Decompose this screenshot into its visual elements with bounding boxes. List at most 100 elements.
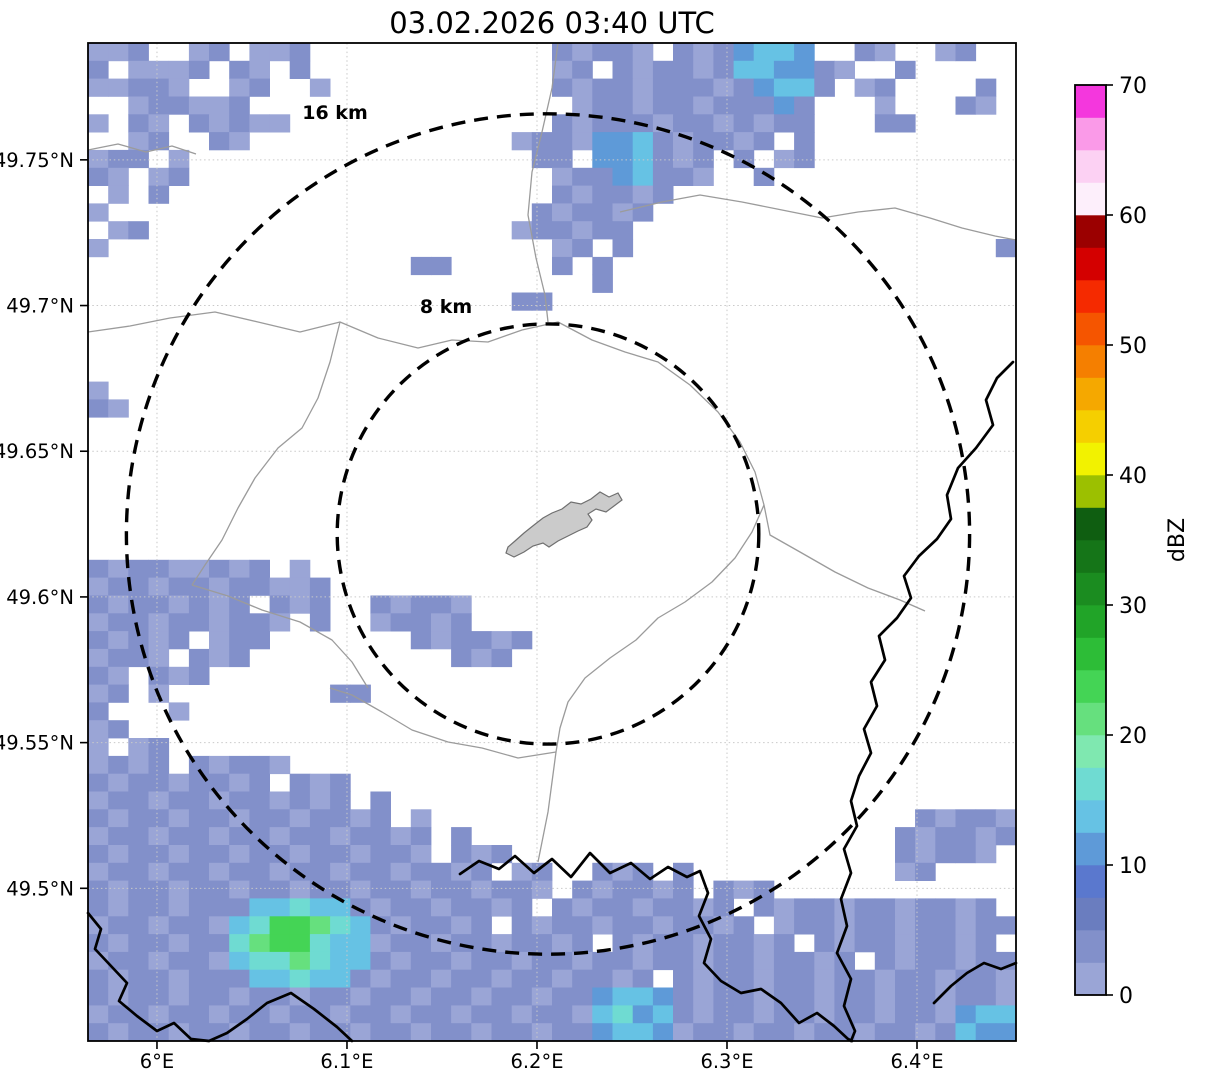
colorbar-band xyxy=(1075,670,1106,703)
radar-cell xyxy=(895,114,916,133)
radar-cell xyxy=(814,78,835,97)
radar-cell xyxy=(612,987,634,1006)
radar-cell xyxy=(269,577,291,596)
radar-cell xyxy=(188,791,210,810)
radar-cell xyxy=(188,666,210,685)
admin-boundary xyxy=(537,504,765,863)
radar-cell xyxy=(289,1023,311,1042)
radar-cell xyxy=(410,595,432,614)
radar-cell xyxy=(491,987,513,1006)
radar-cell xyxy=(128,791,149,810)
radar-cell xyxy=(209,613,230,632)
radar-cell xyxy=(370,613,391,632)
radar-cell xyxy=(814,969,835,988)
radar-cell xyxy=(108,149,129,169)
radar-cell xyxy=(431,631,452,650)
admin-boundary xyxy=(87,311,926,612)
radar-cell xyxy=(168,631,190,650)
radar-cell xyxy=(209,916,230,935)
radar-cell xyxy=(88,969,109,988)
radar-cell xyxy=(249,78,270,97)
radar-cell xyxy=(269,1005,291,1024)
radar-cell xyxy=(289,969,311,988)
radar-cell xyxy=(128,1023,149,1042)
radar-cell xyxy=(753,43,775,62)
radar-cell xyxy=(511,1023,533,1042)
radar-cell xyxy=(612,203,634,222)
radar-cell xyxy=(652,96,674,115)
radar-cell xyxy=(572,880,593,899)
radar-cell xyxy=(552,43,573,62)
radar-cell xyxy=(249,791,270,810)
radar-cell xyxy=(128,880,149,899)
radar-cell xyxy=(249,613,270,632)
radar-cell xyxy=(955,969,977,988)
radar-cell xyxy=(128,755,149,775)
radar-cell xyxy=(108,987,129,1006)
radar-cell xyxy=(390,951,412,971)
radar-cell xyxy=(733,60,755,79)
radar-cell xyxy=(229,987,250,1006)
radar-cell xyxy=(713,96,734,115)
radar-cell xyxy=(410,916,432,935)
radar-cell xyxy=(269,845,291,864)
radar-cell xyxy=(895,898,916,917)
radar-cell xyxy=(229,755,250,775)
radar-cell xyxy=(915,987,936,1006)
radar-cell xyxy=(209,809,230,828)
radar-cell xyxy=(108,167,129,186)
radar-cell xyxy=(935,1023,956,1042)
radar-cell xyxy=(874,969,896,988)
radar-cell xyxy=(269,916,291,935)
radar-cell xyxy=(330,773,351,792)
radar-cell xyxy=(188,898,210,917)
radar-cell xyxy=(108,755,129,775)
radar-cell xyxy=(552,114,573,133)
radar-cell xyxy=(128,221,149,240)
radar-cell xyxy=(128,43,149,62)
radar-cell xyxy=(269,862,291,881)
radar-cell xyxy=(572,167,593,186)
radar-cell xyxy=(249,845,270,864)
x-tick-label: 6.1°E xyxy=(320,1050,373,1073)
radar-cell xyxy=(229,934,250,953)
radar-cell xyxy=(572,221,593,240)
radar-cell xyxy=(471,845,492,864)
radar-cell xyxy=(794,132,815,151)
radar-cell xyxy=(168,898,190,917)
radar-cell xyxy=(269,898,291,917)
radar-cell xyxy=(895,969,916,988)
radar-cell xyxy=(632,132,654,151)
radar-cell xyxy=(148,595,170,614)
radar-cell xyxy=(471,898,492,917)
radar-cell xyxy=(451,1005,472,1024)
x-tick-label: 6.3°E xyxy=(700,1050,753,1073)
radar-cell xyxy=(511,132,533,151)
country-border xyxy=(932,961,1018,1005)
radar-cell xyxy=(229,577,250,596)
colorbar-axis-label: dBZ xyxy=(1165,518,1190,562)
radar-cell xyxy=(572,132,593,151)
radar-cell xyxy=(592,1023,613,1042)
admin-boundary-lines xyxy=(87,42,1017,863)
radar-cell xyxy=(451,631,472,650)
radar-cell xyxy=(431,969,452,988)
radar-cell xyxy=(209,791,230,810)
radar-cell xyxy=(108,827,129,846)
radar-cell xyxy=(108,773,129,792)
radar-cell xyxy=(733,96,755,115)
radar-cell xyxy=(128,738,149,757)
radar-cell xyxy=(410,613,432,632)
radar-cell xyxy=(188,951,210,971)
radar-cell xyxy=(511,292,533,311)
radar-cell xyxy=(88,827,109,846)
radar-cell xyxy=(108,880,129,899)
radar-cell xyxy=(895,916,916,935)
radar-cell xyxy=(209,827,230,846)
radar-cell xyxy=(612,862,634,881)
radar-cell xyxy=(955,987,977,1006)
radar-cell xyxy=(330,880,351,899)
radar-cell xyxy=(249,755,270,775)
radar-cell xyxy=(128,60,149,79)
radar-cell xyxy=(350,827,371,846)
